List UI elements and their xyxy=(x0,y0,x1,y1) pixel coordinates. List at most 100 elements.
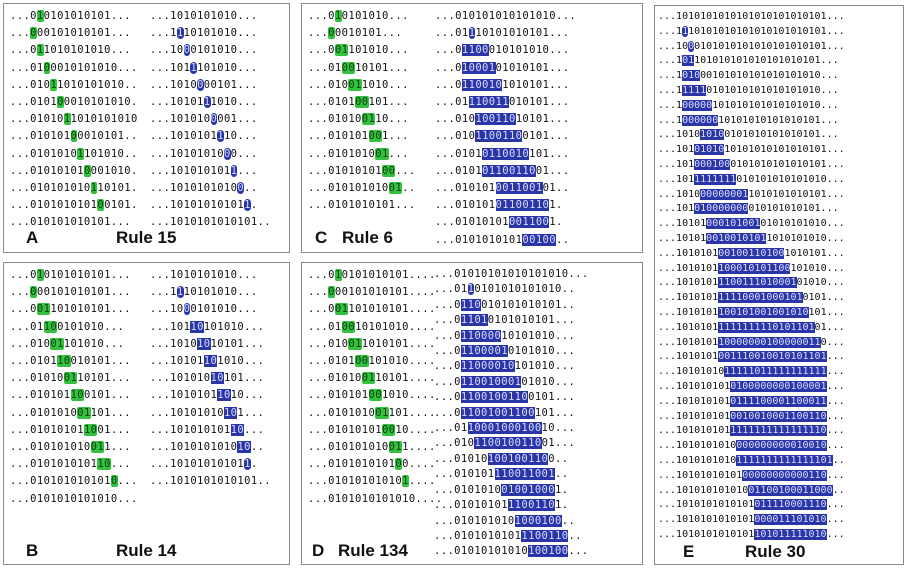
grid-row: ...010101010101.... xyxy=(308,473,442,490)
grid-row: ...011000010101010... xyxy=(434,344,589,359)
cell-run: ...0 xyxy=(10,44,37,57)
cell-run: ... xyxy=(117,475,138,488)
cell-run: ...0101010 xyxy=(308,406,376,419)
green-cell-run: 10 xyxy=(57,355,71,368)
grid-row: ...1010101010... xyxy=(150,267,271,284)
blue-cell-run: 101011111010 xyxy=(754,528,827,540)
grid-row: ...100000101010101010101010... xyxy=(658,99,845,114)
cell-run: ...1010101010... xyxy=(150,10,258,22)
blue-cell-run: 11001001100 xyxy=(460,406,535,419)
blue-cell-run: 1111 xyxy=(682,84,707,96)
blue-cell-run: 00000001 xyxy=(700,188,749,200)
grid-row: ...10101010101111111111111101.. xyxy=(658,454,845,469)
cell-run: 01010... xyxy=(521,375,576,388)
cell-run: 01010101... xyxy=(495,61,570,74)
grid-row: ...01010101010100100... xyxy=(434,544,589,559)
cell-run: 1. xyxy=(549,216,563,229)
cell-run: ...010101010 xyxy=(434,514,515,527)
cell-run: ... xyxy=(10,27,31,40)
blue-cell-run: 000011101010 xyxy=(754,514,827,526)
cell-run: ... xyxy=(826,366,845,378)
blue-cell-run: 110011001 xyxy=(494,468,555,481)
grid-row: ...011000010101010... xyxy=(434,359,589,374)
blue-cell-run: 000000 xyxy=(682,114,719,126)
cell-run: 0010101010. xyxy=(63,96,138,109)
green-cell-run: 01 xyxy=(50,337,64,350)
cell-run: ...010 xyxy=(308,78,349,91)
cell-run: 0101... xyxy=(83,389,132,402)
cell-run: .. xyxy=(561,514,576,527)
cell-run: ...010 xyxy=(434,437,475,450)
cell-run: 1010101010.. xyxy=(57,78,138,91)
cell-run: 0... xyxy=(230,147,258,160)
panel-a-right-grid: ...1010101010... ...1110101010... ...10001… xyxy=(150,8,271,232)
cell-run: ...101010101 xyxy=(658,425,731,437)
cell-run: ... xyxy=(826,469,845,481)
grid-row: ...011000010101010... xyxy=(434,329,589,344)
grid-row: ...010101001... xyxy=(308,146,416,163)
cell-run: ...10101 xyxy=(658,218,707,230)
grid-row: ...01100101010... xyxy=(10,319,138,336)
cell-run: 010101010101... xyxy=(748,203,839,215)
cell-run: ... xyxy=(826,425,845,437)
cell-run: ...0101010101010.... xyxy=(308,492,443,505)
green-cell-run: 00 xyxy=(368,130,382,143)
cell-run: ...0 xyxy=(10,303,37,316)
grid-row: ...01010100010101.. xyxy=(10,128,138,145)
cell-run: 101010... xyxy=(197,61,258,74)
cell-run: ...01010 xyxy=(308,372,362,385)
cell-run: 0101010... xyxy=(341,10,409,22)
blue-cell-run: 10001000100 xyxy=(467,422,542,435)
panel-b-right-grid: ...1010101010... ...1110101010... ...10001… xyxy=(150,267,271,491)
panel-a-title: Rule 15 xyxy=(116,228,177,247)
cell-run: 0101010101... xyxy=(487,314,576,327)
grid-row: ...1010101110011101000101010... xyxy=(658,276,845,291)
cell-run: ...1010101010 xyxy=(150,182,238,195)
green-cell-run: 10 xyxy=(70,389,84,402)
cell-run: .. xyxy=(832,484,845,496)
grid-row: ...1010101010... xyxy=(150,8,271,25)
cell-run: 1010... xyxy=(217,355,265,368)
green-cell-run: 01 xyxy=(361,372,376,385)
cell-run: ...010 xyxy=(435,113,476,126)
cell-run: 101... xyxy=(90,406,132,419)
grid-row: ...101010101010.. xyxy=(150,439,271,456)
grid-row: ...010101010... xyxy=(308,8,416,25)
grid-row: ...01010011010101... xyxy=(435,111,576,128)
cell-run: ...010101 xyxy=(434,468,495,481)
grid-row: ...010100110101.... xyxy=(308,370,442,387)
cell-run: ...010101010 xyxy=(10,441,91,454)
cell-run: ...0 xyxy=(308,44,335,57)
grid-row: ...000101010101... xyxy=(10,25,138,42)
blue-cell-run: 100100110 xyxy=(487,452,549,465)
cell-run: 1. xyxy=(555,483,569,496)
grid-row: ...101010000000010101010101... xyxy=(658,202,845,217)
grid-row: ...1010101010010010001100110... xyxy=(658,410,845,425)
cell-run: 010101... xyxy=(70,355,132,368)
blue-cell-run: 01 xyxy=(682,55,695,67)
grid-row: ...1010101011111111111111110... xyxy=(658,424,845,439)
panel-d-title: Rule 134 xyxy=(338,541,408,560)
cell-run: ...1010101 xyxy=(658,336,719,348)
cell-run: 0101010101... xyxy=(43,10,132,22)
blue-cell-run: 0 xyxy=(183,44,191,57)
cell-run: 10101.... xyxy=(375,372,436,385)
cell-run: ... xyxy=(308,27,329,40)
cell-run: ...010101 xyxy=(10,130,71,143)
cell-run: 0101010... xyxy=(190,303,258,316)
cell-run: ...01010 xyxy=(308,113,362,126)
cell-run: ...01010101 xyxy=(308,164,382,177)
panel-e-title: Rule 30 xyxy=(745,542,806,561)
cell-run: ...1010101010... xyxy=(150,269,258,281)
green-cell-run: 1 xyxy=(90,182,98,195)
cell-run: ...1010101 xyxy=(658,321,719,333)
cell-run: ...1 xyxy=(658,99,683,111)
cell-run: ...1010101010101010101010101... xyxy=(658,11,845,22)
grid-row: ...010101010011.... xyxy=(308,439,442,456)
grid-row: ...10101010101... xyxy=(150,405,271,422)
cell-run: 10101010101... xyxy=(475,27,570,40)
cell-run: ...0 xyxy=(308,269,335,281)
grid-row: ...0100010101010... xyxy=(10,60,138,77)
cell-run: ...01010101 xyxy=(435,216,509,229)
green-cell-run: 10 xyxy=(97,458,111,471)
